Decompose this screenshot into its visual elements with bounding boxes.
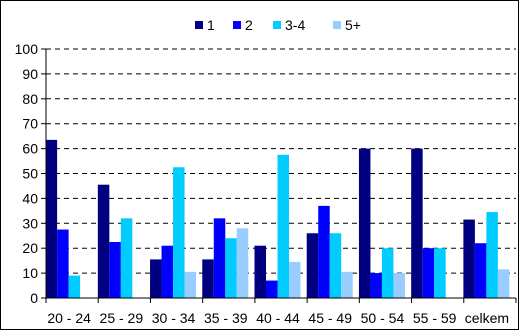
bar-1-celkem	[463, 219, 475, 298]
x-tick-label: 30 - 34	[152, 310, 196, 326]
y-tick-label: 40	[22, 190, 38, 206]
y-tick-label: 100	[15, 41, 39, 57]
legend-label: 2	[245, 17, 253, 33]
bar-2-55-59	[422, 248, 435, 298]
x-tick-label: 55 - 59	[413, 310, 457, 326]
x-tick-label: 45 - 49	[308, 310, 352, 326]
x-tick-label: 35 - 39	[204, 310, 248, 326]
y-tick-label: 0	[30, 290, 38, 306]
bar-3-4-55-59	[434, 248, 446, 298]
legend-label: 1	[207, 17, 215, 33]
bar-3-4-20-24	[68, 275, 81, 298]
bar-2-20-24	[57, 229, 69, 298]
axes: 0 10 20 30 40 50 60 70 80 90 100 20 - 24 25 - 29 30 -…	[15, 41, 517, 326]
legend-swatch	[333, 21, 341, 29]
y-tick-label: 50	[22, 166, 38, 182]
y-tick-label: 90	[22, 66, 38, 82]
bar-3-4-40-44	[277, 154, 289, 298]
bar-3-4-30-34	[173, 167, 185, 298]
legend-label: 5+	[345, 17, 361, 33]
y-tick-label: 20	[22, 240, 38, 256]
y-tick-label: 70	[22, 116, 38, 132]
bar-5+-45-49	[341, 271, 353, 298]
bar-1-40-44	[254, 245, 266, 298]
bar-3-4-celkem	[486, 212, 498, 298]
bar-1-45-49	[306, 233, 319, 298]
bar-2-celkem	[474, 243, 487, 298]
bars	[45, 139, 510, 298]
bar-2-35-39	[213, 218, 226, 298]
bar-2-40-44	[266, 280, 278, 298]
bar-5+-celkem	[497, 269, 510, 298]
bar-5+-35-39	[236, 228, 249, 298]
bar-1-25-29	[97, 184, 110, 298]
bar-5+-50-54	[393, 273, 405, 298]
bar-2-25-29	[109, 241, 121, 298]
bar-1-35-39	[202, 259, 214, 298]
legend-swatch	[273, 21, 281, 29]
bar-2-50-54	[370, 273, 382, 298]
bar-1-30-34	[150, 259, 162, 298]
y-tick-label: 10	[22, 265, 38, 281]
bar-1-50-54	[358, 148, 371, 298]
y-tick-label: 80	[22, 91, 38, 107]
x-tick-label: 25 - 29	[100, 310, 144, 326]
bar-3-4-35-39	[225, 238, 237, 298]
bar-5+-30-34	[184, 271, 197, 298]
bar-3-4-25-29	[120, 218, 133, 298]
y-tick-label: 30	[22, 215, 38, 231]
bar-2-30-34	[161, 245, 174, 298]
bar-1-20-24	[45, 139, 58, 298]
legend-label: 3-4	[285, 17, 305, 33]
y-tick-label: 60	[22, 141, 38, 157]
bar-3-4-50-54	[381, 248, 394, 298]
bar-5+-40-44	[289, 261, 301, 298]
legend-swatch	[233, 21, 241, 29]
bar-3-4-45-49	[329, 233, 342, 298]
bar-2-45-49	[318, 205, 330, 298]
x-tick-label: 40 - 44	[256, 310, 300, 326]
legend: 1 2 3-4 5+	[195, 17, 361, 33]
legend-swatch	[195, 21, 203, 29]
x-tick-label: celkem	[465, 310, 509, 326]
x-tick-label: 50 - 54	[361, 310, 405, 326]
x-tick-label: 20 - 24	[47, 310, 91, 326]
bar-1-55-59	[411, 148, 423, 298]
